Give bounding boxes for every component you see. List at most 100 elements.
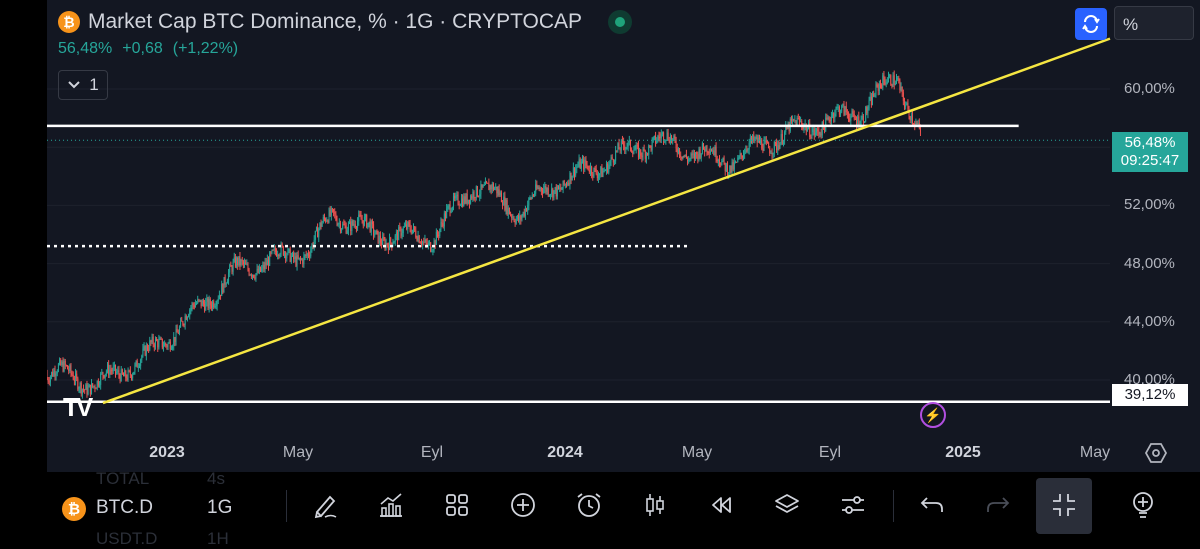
market-status-icon[interactable] (608, 10, 633, 34)
candle-body (664, 140, 666, 142)
candle-body (737, 157, 739, 162)
candle-body (856, 119, 858, 126)
candle-body (588, 169, 590, 173)
percent-scale-button[interactable]: % (1114, 6, 1194, 40)
candle-body (333, 209, 335, 212)
candle-body (269, 252, 271, 266)
candle-body (480, 184, 482, 195)
candle-body (407, 222, 409, 230)
candle-body (551, 188, 553, 195)
candle-body (242, 261, 244, 265)
candle-body (248, 269, 250, 275)
layout-grid-icon[interactable] (442, 490, 472, 520)
candle-body (431, 251, 433, 253)
candle-body (391, 242, 393, 247)
candle-body (667, 132, 669, 140)
candle-body (421, 243, 423, 245)
tradingview-logo[interactable]: TV (63, 392, 93, 422)
price-chart[interactable] (47, 0, 1200, 472)
candle-body (774, 141, 776, 143)
indicators-chart-icon[interactable] (376, 490, 406, 520)
candle-body (172, 346, 174, 349)
candle-body (500, 192, 502, 203)
candle-body (665, 139, 667, 141)
candle-body (788, 123, 790, 132)
candle-body (231, 266, 233, 272)
candle-body (812, 128, 814, 133)
settings-sliders-icon[interactable] (838, 490, 868, 520)
lightning-icon[interactable]: ⚡ (920, 402, 946, 428)
candle-body (692, 153, 694, 155)
candle-body (527, 205, 529, 212)
price-change-row: 56,48% +0,68 (+1,22%) (58, 40, 632, 58)
candle-body (635, 145, 637, 150)
candle-body (513, 217, 515, 222)
candle-body (370, 221, 372, 232)
symbol-selector[interactable]: BTC.D (96, 497, 153, 518)
candle-body (119, 375, 121, 382)
candle-body (446, 208, 448, 219)
settings-hexagon-icon[interactable] (1144, 441, 1168, 465)
candle-body (56, 371, 58, 374)
candle-body (81, 388, 83, 394)
candle-body (311, 244, 313, 251)
indicators-toggle-button[interactable]: 1 (58, 70, 108, 100)
candle-body (315, 227, 317, 231)
candle-body (434, 240, 436, 245)
candle-body (676, 148, 678, 153)
rewind-replay-icon[interactable] (706, 490, 736, 520)
candle-body (704, 149, 706, 152)
candle-body (280, 244, 282, 255)
candle-body (687, 158, 689, 162)
candle-body (610, 157, 612, 162)
alarm-clock-icon[interactable] (574, 490, 604, 520)
candle-body (901, 86, 903, 93)
add-circle-icon[interactable] (508, 490, 538, 520)
candle-body (444, 213, 446, 219)
candle-body (762, 148, 764, 151)
pencil-draw-icon[interactable] (311, 490, 341, 520)
candle-body (402, 227, 404, 234)
candle-body (359, 214, 361, 216)
candle-body (470, 196, 472, 204)
candle-body (296, 255, 298, 266)
candle-body (87, 387, 89, 395)
candle-body (738, 156, 740, 158)
candle-body (197, 299, 199, 304)
interval-selector[interactable]: 1G (207, 497, 233, 518)
candle-body (555, 187, 557, 197)
candle-body (116, 372, 118, 374)
candle-body (641, 155, 643, 158)
candle-body (59, 359, 61, 365)
candlestick-icon[interactable] (640, 490, 670, 520)
chart-panel[interactable] (47, 0, 1200, 472)
candle-body (379, 235, 381, 243)
candle-body (562, 180, 564, 189)
candle-body (661, 132, 663, 135)
candle-body (264, 262, 266, 270)
candle-body (495, 186, 497, 189)
candle-body (321, 222, 323, 227)
undo-icon[interactable] (917, 490, 947, 520)
candle-body (724, 162, 726, 172)
collapse-fullscreen-icon[interactable] (1049, 490, 1079, 520)
ghost-symbol-below: USDT.D (96, 529, 158, 548)
candle-body (534, 193, 536, 196)
candle-body (101, 372, 103, 374)
candle-body (351, 220, 353, 231)
candle-body (720, 163, 722, 166)
lightbulb-add-icon[interactable] (1128, 490, 1158, 520)
candle-body (200, 299, 202, 307)
candle-body (208, 299, 210, 309)
auto-scale-button[interactable] (1075, 8, 1107, 40)
candle-body (295, 256, 297, 266)
candle-body (318, 228, 320, 238)
layers-icon[interactable] (772, 490, 802, 520)
candle-body (411, 229, 413, 234)
candle-body (882, 75, 884, 89)
candle-body (671, 136, 673, 142)
candle-body (603, 170, 605, 172)
candle-body (317, 227, 319, 238)
candle-body (430, 242, 432, 252)
candle-body (92, 383, 94, 387)
